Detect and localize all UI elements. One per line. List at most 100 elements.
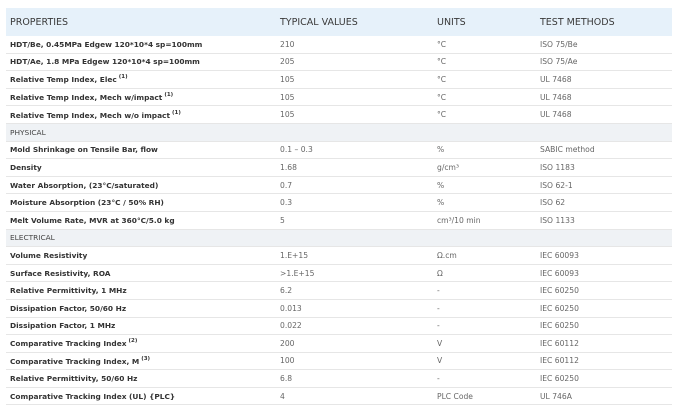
cell-text: UL 7468 [540, 92, 572, 102]
cell-text: 100 [280, 356, 295, 366]
cell-value: 0.1 – 0.3 [276, 141, 433, 160]
cell-text: 6.2 [280, 286, 293, 296]
cell-text: Water Absorption, (23°C/saturated) [10, 180, 159, 190]
cell-text: IEC 60250 [540, 374, 579, 384]
cell-text: Comparative Tracking Index (UL) {PLC} [10, 391, 176, 401]
cell-text: 1.68 [280, 162, 297, 172]
cell-value: ISO 75/Ae [536, 53, 672, 72]
cell-value: 0.013 [276, 299, 433, 318]
footnote-ref: (3) [141, 355, 151, 362]
data-row: Dissipation Factor, 1 MHz 0.022 - IEC 60250 [6, 317, 672, 336]
cell-text: 4 [280, 391, 285, 401]
cell-text: Relative Permittivity, 50/60 Hz [10, 374, 138, 384]
cell-value: 1.68 [276, 158, 433, 177]
cell-text: 1.E+15 [280, 250, 309, 260]
cell-text: °C [437, 92, 447, 102]
cell-text: 105 [280, 110, 295, 120]
cell-text: V [437, 356, 443, 366]
cell-text: V [437, 338, 443, 348]
cell-value: 1.E+15 [276, 246, 433, 265]
cell-value: UL 7468 [536, 88, 672, 107]
cell-value: UL 7468 [536, 70, 672, 89]
data-row: HDT/Be, 0.45MPa Edgew 120*10*4 sp=100mm 2… [6, 36, 672, 54]
cell-value: 200 [276, 334, 433, 353]
column-header: TEST METHODS [536, 8, 672, 36]
cell-value: IEC 60112 [536, 334, 672, 353]
cell-text: IEC 60250 [540, 303, 579, 313]
data-row: Water Absorption, (23°C/saturated) 0.7% IS… [6, 176, 672, 195]
section-title: ELECTRICAL [6, 229, 672, 248]
cell-value: 105 [276, 88, 433, 107]
cell-value: 0.3 [276, 193, 433, 212]
cell-text: ISO 75/Ae [540, 57, 578, 67]
cell-value: 6.2 [276, 281, 433, 300]
cell-text: 5 [280, 215, 285, 225]
cell-text: Mold Shrinkage on Tensile Bar, flow [10, 145, 158, 155]
cell-value: IEC 60250 [536, 299, 672, 318]
cell-value: 6.8 [276, 369, 433, 388]
cell-text: IEC 60093 [540, 268, 579, 278]
cell-value: ISO 1133 [536, 211, 672, 230]
cell-value: Ω.cm [433, 246, 536, 265]
cell-text: - [437, 286, 440, 296]
table-body: HDT/Be, 0.45MPa Edgew 120*10*4 sp=100mm 2… [6, 36, 672, 406]
cell-value: °C [433, 36, 536, 54]
property-name: Dissipation Factor, 1 MHz [6, 317, 276, 336]
property-name: Relative Temp Index, Mech w/impact (1) [6, 88, 276, 107]
cell-value: IEC 60093 [536, 246, 672, 265]
cell-text: UL 7468 [540, 74, 572, 84]
cell-text: IEC 60250 [540, 321, 579, 331]
cell-text: Relative Permittivity, 1 MHz [10, 286, 127, 296]
cell-value: ISO 62 [536, 193, 672, 212]
data-row: Surface Resistivity, ROA >1.E+15 Ω IEC 6009… [6, 264, 672, 283]
cell-value: IEC 60112 [536, 352, 672, 371]
cell-text: 205 [280, 57, 295, 67]
cell-text: ISO 75/Be [540, 39, 578, 49]
cell-text: Relative Temp Index, Mech w/impact [10, 93, 163, 103]
cell-text: HDT/Ae, 1.8 MPa Edgew 120*10*4 sp=100mm [10, 57, 200, 67]
cell-text: >1.E+15 [280, 268, 315, 278]
cell-text: IEC 60112 [540, 338, 579, 348]
cell-text: 105 [280, 92, 295, 102]
property-name: Relative Permittivity, 1 MHz [6, 281, 276, 300]
cell-value: UL 746A [536, 387, 672, 406]
cell-text: Melt Volume Rate, MVR at 360°C/5.0 kg [10, 215, 175, 225]
cell-value: °C [433, 105, 536, 124]
cell-text: UL 746A [540, 391, 572, 401]
cell-text: ISO 1183 [540, 162, 575, 172]
cell-value: - [433, 281, 536, 300]
cell-value: >1.E+15 [276, 264, 433, 283]
property-name: Water Absorption, (23°C/saturated) [6, 176, 276, 195]
cell-value: - [433, 369, 536, 388]
properties-table: PROPERTIES TYPICAL VALUES UNITS TEST METHOD… [6, 8, 672, 406]
data-row: Mold Shrinkage on Tensile Bar, flow 0.1 –… [6, 141, 672, 160]
cell-text: Comparative Tracking Index, M [10, 356, 140, 366]
cell-text: Relative Temp Index, Mech w/o impact [10, 110, 170, 120]
cell-text: 6.8 [280, 374, 293, 384]
cell-text: - [437, 321, 440, 331]
cell-value: V [433, 352, 536, 371]
cell-text: °C [437, 57, 447, 67]
cell-value: 0.022 [276, 317, 433, 336]
cell-value: ISO 75/Be [536, 36, 672, 54]
property-name: HDT/Be, 0.45MPa Edgew 120*10*4 sp=100mm [6, 36, 276, 54]
footnote-ref: (1) [164, 92, 174, 99]
cell-value: 5 [276, 211, 433, 230]
cell-text: 0.3 [280, 198, 293, 208]
cell-value: IEC 60250 [536, 281, 672, 300]
footnote-ref: (2) [128, 338, 138, 345]
cell-text: Relative Temp Index, Elec [10, 75, 117, 85]
cell-value: 4 [276, 387, 433, 406]
cell-value: - [433, 317, 536, 336]
cell-value: Ω [433, 264, 536, 283]
property-name: Mold Shrinkage on Tensile Bar, flow [6, 141, 276, 160]
cell-value: UL 7468 [536, 105, 672, 124]
cell-value: IEC 60093 [536, 264, 672, 283]
data-row: Dissipation Factor, 50/60 Hz 0.013 - IEC 60… [6, 299, 672, 318]
data-row: Relative Temp Index, Mech w/impact (1) 105… [6, 88, 672, 107]
cell-text: °C [437, 110, 447, 120]
cell-text: % [437, 180, 445, 190]
column-header: TYPICAL VALUES [276, 8, 433, 36]
cell-text: % [437, 145, 445, 155]
cell-text: PLC Code [437, 391, 473, 401]
